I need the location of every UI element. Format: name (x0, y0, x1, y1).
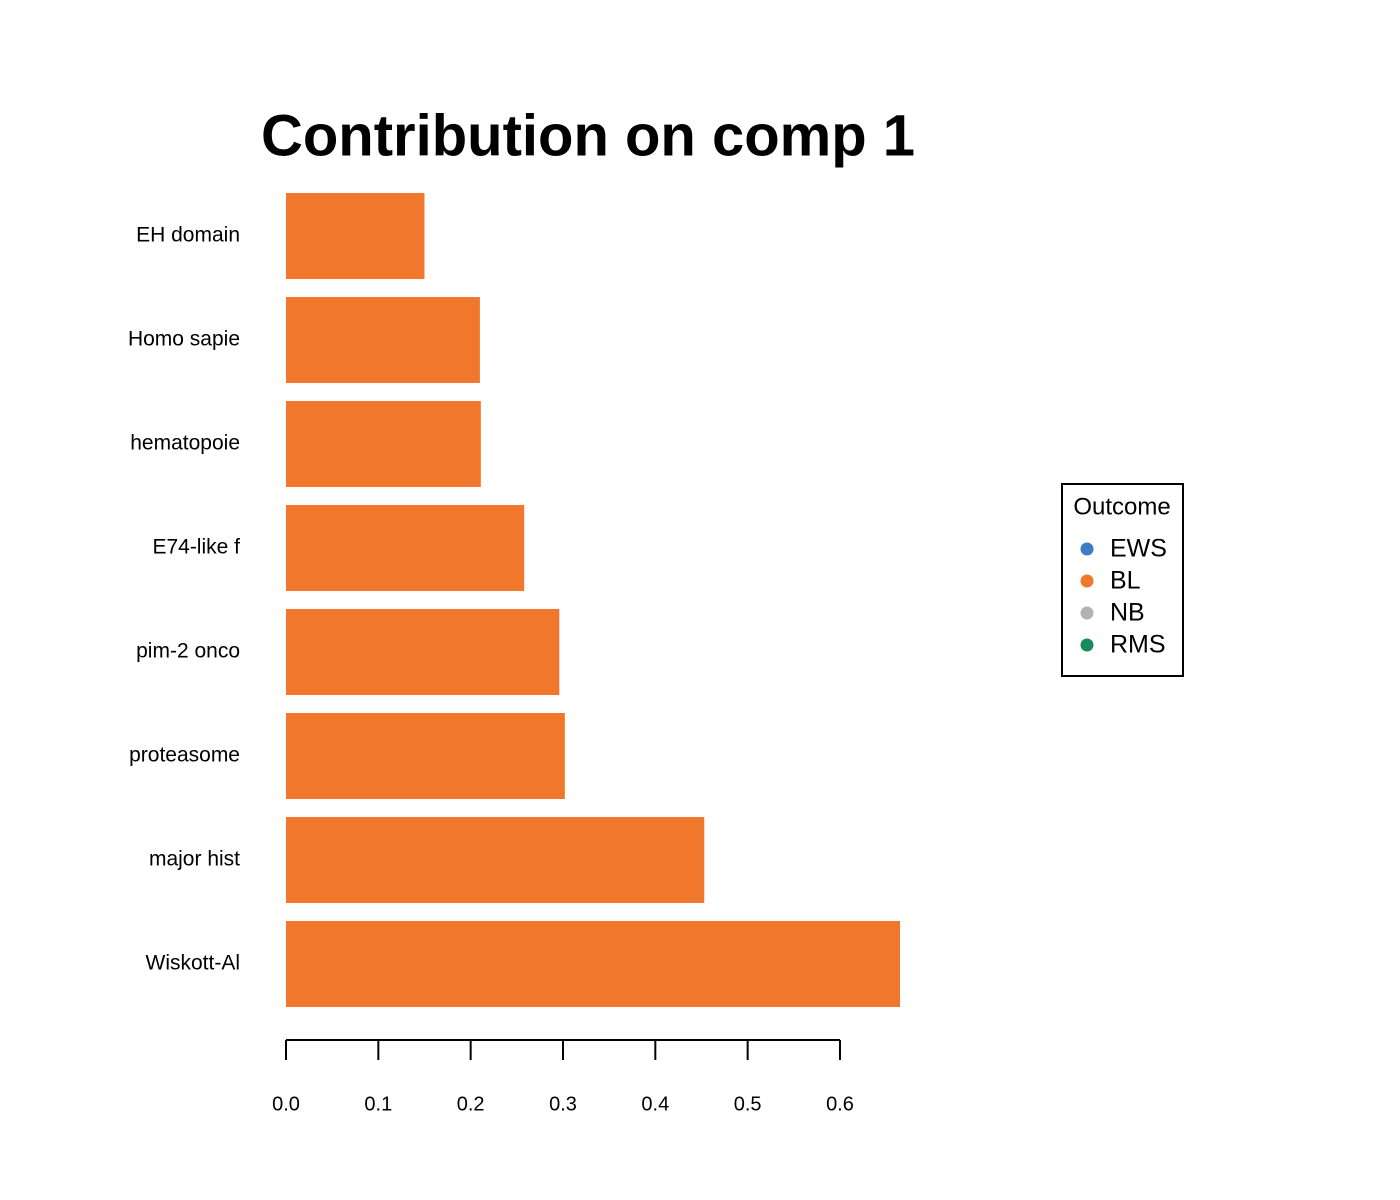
legend-marker (1080, 606, 1094, 620)
legend-box (1061, 483, 1184, 677)
x-tick-label: 0.6 (826, 1093, 854, 1115)
y-tick-label: hematopoie (130, 432, 240, 455)
y-tick-label: pim-2 onco (136, 640, 240, 663)
legend-marker (1080, 638, 1094, 652)
bar (286, 297, 480, 383)
x-tick-label: 0.0 (272, 1093, 300, 1115)
bar (286, 713, 565, 799)
legend-label: NB (1110, 599, 1145, 627)
legend-label: BL (1110, 567, 1141, 595)
y-tick-label: E74-like f (152, 536, 240, 559)
x-tick-label: 0.3 (549, 1093, 577, 1115)
bar (286, 401, 481, 487)
y-tick-label: Homo sapie (128, 328, 240, 351)
y-tick-label: proteasome (129, 744, 240, 767)
legend-marker (1080, 542, 1094, 556)
x-tick-label: 0.2 (457, 1093, 485, 1115)
bar (286, 193, 425, 279)
y-tick-label: Wiskott-Al (146, 952, 241, 975)
legend-marker (1080, 574, 1094, 588)
bar (286, 609, 560, 695)
chart-title: Contribution on comp 1 (261, 103, 915, 168)
legend-title: Outcome (1073, 493, 1170, 520)
y-tick-label: EH domain (136, 224, 240, 247)
x-tick-label: 0.5 (734, 1093, 762, 1115)
legend-label: RMS (1110, 631, 1166, 659)
legend-label: EWS (1110, 535, 1167, 563)
bar (286, 505, 525, 591)
y-tick-label: major hist (149, 848, 240, 871)
x-tick-label: 0.4 (641, 1093, 669, 1115)
bar (286, 817, 705, 903)
x-tick-label: 0.1 (364, 1093, 392, 1115)
bar (286, 921, 900, 1007)
